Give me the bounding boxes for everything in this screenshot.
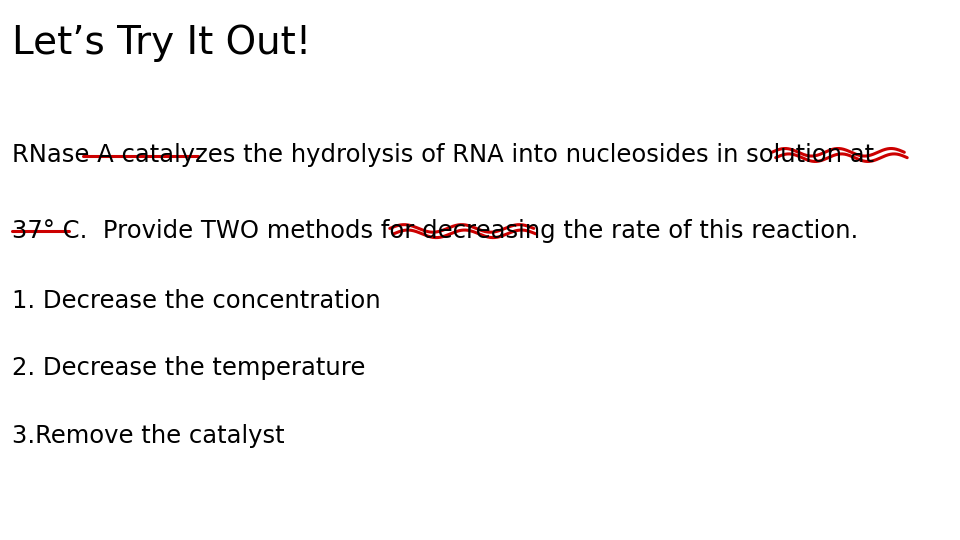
Text: 37° C.  Provide TWO methods for decreasing the rate of this reaction.: 37° C. Provide TWO methods for decreasin… [12, 219, 859, 242]
Text: RNase A catalyzes the hydrolysis of RNA into nucleosides in solution at: RNase A catalyzes the hydrolysis of RNA … [12, 143, 875, 167]
Text: Let’s Try It Out!: Let’s Try It Out! [12, 24, 312, 62]
Text: 3.Remove the catalyst: 3.Remove the catalyst [12, 424, 285, 448]
Text: 2. Decrease the temperature: 2. Decrease the temperature [12, 356, 366, 380]
Text: 1. Decrease the concentration: 1. Decrease the concentration [12, 289, 381, 313]
